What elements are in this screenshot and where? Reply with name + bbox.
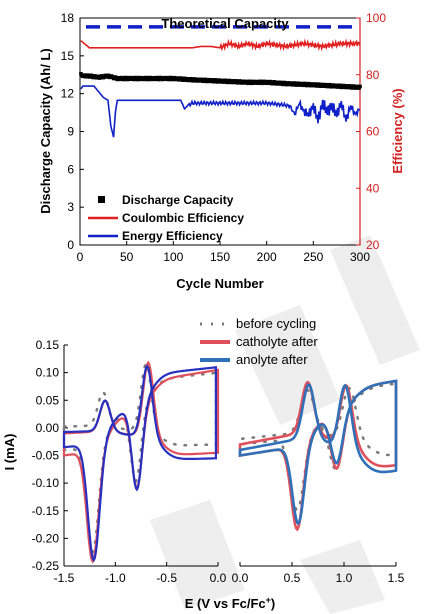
top-x-ticks: 0 50 100 150 200 250 300 [77,241,370,264]
top-y-tick-label: 9 [67,125,74,139]
cv-left-curves [62,360,220,564]
top-y2-axis-label: Efficiency (%) [390,88,405,173]
cv-left-ticks: 0.15 0.10 0.05 0.00 -0.05 -0.10 -0.15 -0.20 -0.2… [32,338,227,585]
cv-y-tick-label: 0.05 [36,393,60,407]
cv-y-tick-label: -0.20 [32,531,60,545]
top-x-tick-label: 300 [350,250,370,264]
cv-y-tick-label: -0.15 [32,504,60,518]
energy-efficiency-line [80,85,361,138]
cv-y-tick-label: 0.00 [36,421,60,435]
discharge-point [358,84,362,89]
cv-y-axis-label: I (mA) [2,434,17,471]
legend-label-energy: Energy Efficiency [122,229,223,243]
cv-right-before-curve [240,382,398,512]
top-y-tick-label: 18 [61,11,75,25]
cv-legend: before cycling catholyte after anolyte a… [200,316,318,367]
top-y-tick-label: 12 [61,87,75,101]
top-y-tick-label: 6 [67,162,74,176]
coulombic-efficiency-line [80,38,361,52]
top-x-tick-label: 50 [120,250,134,264]
top-y-axis-label: Discharge Capacity (Ah/ L) [38,48,53,213]
top-chart: 0 50 100 150 200 250 300 0 3 6 9 12 15 18 20 40 60 80 10… [38,11,405,291]
cv-left-anolyte-curve [62,364,217,563]
cv-right-x-tick-label: 1.0 [336,571,353,585]
top-y2-tick-label: 20 [366,238,380,252]
cv-x-axis-label: E (V vs Fc/Fc+) [185,595,276,611]
cv-right-x-tick-label: 0.0 [232,571,249,585]
cv-y-tick-label: -0.10 [32,476,60,490]
cv-left-x-tick-label: 0.0 [210,571,227,585]
top-y2-tick-label: 40 [366,181,380,195]
top-y2-tick-label: 60 [366,125,380,139]
cv-y-tick-label: 0.15 [36,338,60,352]
top-y2-ticks: 20 40 60 80 100 [356,11,386,252]
legend-label-catholyte: catholyte after [236,334,318,349]
cv-y-tick-label: 0.10 [36,366,60,380]
cv-right-anolyte-curve [238,379,398,526]
top-y-tick-label: 0 [67,238,74,252]
cv-right-chart: 0.0 0.5 1.0 1.5 [232,379,405,585]
top-y-ticks: 0 3 6 9 12 15 18 [61,11,84,252]
cv-x-axis-label-sup: + [266,595,271,605]
legend-label-discharge: Discharge Capacity [122,193,234,207]
cv-right-ticks: 0.0 0.5 1.0 1.5 [232,562,405,585]
cv-left-x-tick-label: -1.0 [105,571,126,585]
legend-label-coulombic: Coulombic Efficiency [122,211,244,225]
cv-y-tick-label: -0.25 [32,559,60,573]
cv-right-curves [238,379,398,532]
top-x-tick-label: 150 [210,250,230,264]
top-y2-tick-label: 100 [366,11,386,25]
cv-right-x-tick-label: 1.5 [388,571,405,585]
cv-left-x-tick-label: -1.5 [54,571,75,585]
top-y2-tick-label: 80 [366,68,380,82]
top-series [79,25,362,138]
cv-x-axis-label-text: E (V vs Fc/Fc [185,596,266,611]
theoretical-capacity-label: Theoretical Capacity [161,16,289,31]
top-x-tick-label: 100 [163,250,183,264]
cv-x-axis-label-close: ) [271,596,275,611]
legend-label-anolyte: anolyte after [236,352,308,367]
top-x-tick-label: 0 [77,250,84,264]
top-y-tick-label: 15 [61,49,75,63]
cv-right-x-tick-label: 0.5 [284,571,301,585]
legend-label-before: before cycling [236,316,316,331]
top-y-tick-label: 3 [67,200,74,214]
top-x-axis-label: Cycle Number [176,276,263,291]
legend-marker-discharge [98,196,105,203]
top-legend: Discharge Capacity Coulombic Efficiency … [88,193,244,243]
top-x-tick-label: 250 [303,250,323,264]
top-x-tick-label: 200 [257,250,277,264]
cv-left-x-tick-label: -0.5 [156,571,177,585]
cv-y-tick-label: -0.05 [32,449,60,463]
cv-left-chart: 0.15 0.10 0.05 0.00 -0.05 -0.10 -0.15 -0.20 -0.2… [2,338,227,585]
watermark [150,235,420,614]
